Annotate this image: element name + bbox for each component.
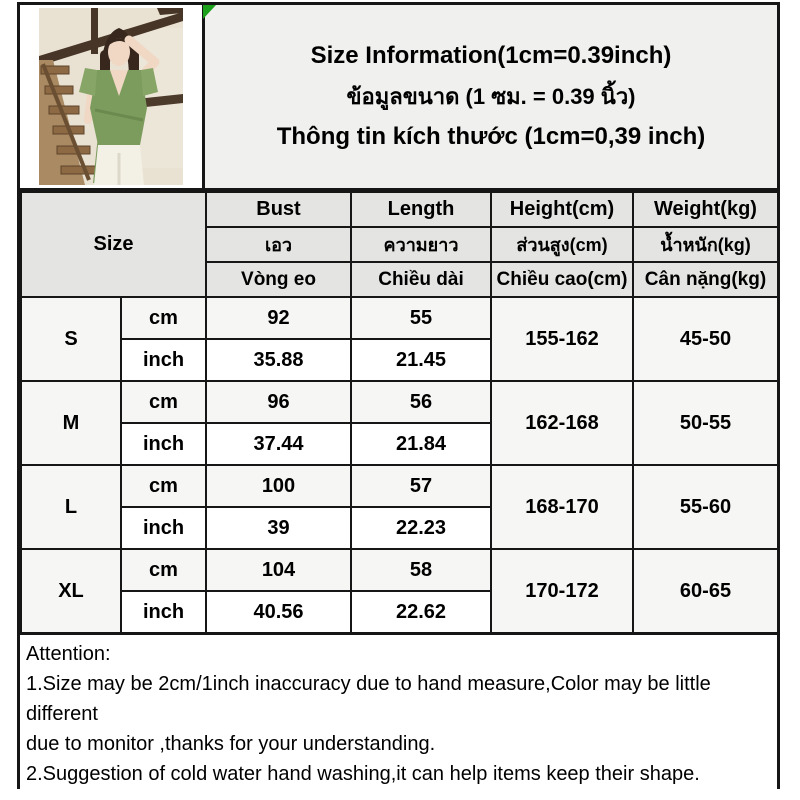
m-weight-range: 50-55 <box>632 380 779 466</box>
size-chart-frame: Size Information(1cm=0.39inch) ข้อมูลขนา… <box>17 2 780 793</box>
col-bust-th: เอว <box>205 226 352 263</box>
attention-line-3: 2.Suggestion of cold water hand washing,… <box>26 763 700 785</box>
product-photo-illustration <box>39 8 183 185</box>
col-bust-en: Bust <box>205 191 352 228</box>
row-m-inch: inch 37.44 21.84 <box>21 422 778 466</box>
l-bust-inch: 39 <box>205 506 352 550</box>
attention-line-1: 1.Size may be 2cm/1inch inaccuracy due t… <box>26 673 711 725</box>
unit-inch: inch <box>120 422 207 466</box>
unit-cm: cm <box>120 464 207 508</box>
attention-heading: Attention: <box>26 643 111 665</box>
xl-bust-cm: 104 <box>205 548 352 592</box>
s-length-inch: 21.45 <box>350 338 492 382</box>
col-weight-vi: Cân nặng(kg) <box>632 261 779 298</box>
col-length-en: Length <box>350 191 492 228</box>
unit-cm: cm <box>120 548 207 592</box>
col-height-en: Height(cm) <box>490 191 634 228</box>
title-thai: ข้อมูลขนาด (1 ซม. = 0.39 นิ้ว) <box>346 84 636 109</box>
product-photo <box>20 5 205 188</box>
col-height-th: ส่วนสูง(cm) <box>490 226 634 263</box>
col-length-th: ความยาว <box>350 226 492 263</box>
row-m-cm: M cm 96 56 162-168 50-55 <box>20 380 779 466</box>
title-english: Size Information(1cm=0.39inch) <box>310 42 672 69</box>
header-row-th: เอว ความยาว ส่วนสูง(cm) น้ำหนัก(kg) <box>21 226 779 263</box>
m-bust-cm: 96 <box>205 380 352 424</box>
col-height-vi: Chiều cao(cm) <box>490 261 634 298</box>
row-s-inch: inch 35.88 21.45 <box>21 338 778 382</box>
l-bust-cm: 100 <box>205 464 352 508</box>
size-label-l: L <box>20 464 122 550</box>
unit-inch: inch <box>120 506 207 550</box>
size-header: Size <box>20 191 207 298</box>
header-row-en: Size Bust Length Height(cm) Weight(kg) <box>20 191 779 298</box>
size-label-s: S <box>20 296 122 382</box>
xl-height-range: 170-172 <box>490 548 634 634</box>
size-label-m: M <box>20 380 122 466</box>
row-l-inch: inch 39 22.23 <box>21 506 778 550</box>
col-bust-vi: Vòng eo <box>205 261 352 298</box>
xl-bust-inch: 40.56 <box>205 590 352 634</box>
title-vietnamese: Thông tin kích thước (1cm=0,39 inch) <box>276 123 706 150</box>
size-table: Size Bust Length Height(cm) Weight(kg) เ… <box>20 191 779 634</box>
s-length-cm: 55 <box>350 296 492 340</box>
row-l-cm: L cm 100 57 168-170 55-60 <box>20 464 779 550</box>
m-length-inch: 21.84 <box>350 422 492 466</box>
xl-length-inch: 22.62 <box>350 590 492 634</box>
unit-cm: cm <box>120 380 207 424</box>
l-length-inch: 22.23 <box>350 506 492 550</box>
unit-cm: cm <box>120 296 207 340</box>
row-xl-cm: XL cm 104 58 170-172 60-65 <box>20 548 779 634</box>
attention-note: Attention: 1.Size may be 2cm/1inch inacc… <box>20 634 777 793</box>
m-height-range: 162-168 <box>490 380 634 466</box>
col-weight-th: น้ำหนัก(kg) <box>632 226 779 263</box>
attention-line-2: due to monitor ,thanks for your understa… <box>26 733 436 755</box>
s-height-range: 155-162 <box>490 296 634 382</box>
header-row-vi: Vòng eo Chiều dài Chiều cao(cm) Cân nặng… <box>21 261 779 298</box>
size-info-title-block: Size Information(1cm=0.39inch) ข้อมูลขนา… <box>203 5 777 188</box>
s-bust-cm: 92 <box>205 296 352 340</box>
col-length-vi: Chiều dài <box>350 261 492 298</box>
size-label-xl: XL <box>20 548 122 634</box>
l-length-cm: 57 <box>350 464 492 508</box>
xl-length-cm: 58 <box>350 548 492 592</box>
s-bust-inch: 35.88 <box>205 338 352 382</box>
unit-inch: inch <box>120 590 207 634</box>
unit-inch: inch <box>120 338 207 382</box>
m-bust-inch: 37.44 <box>205 422 352 466</box>
s-weight-range: 45-50 <box>632 296 779 382</box>
col-weight-en: Weight(kg) <box>632 191 779 228</box>
m-length-cm: 56 <box>350 380 492 424</box>
top-section: Size Information(1cm=0.39inch) ข้อมูลขนา… <box>20 5 777 191</box>
l-height-range: 168-170 <box>490 464 634 550</box>
row-s-cm: S cm 92 55 155-162 45-50 <box>20 296 779 382</box>
xl-weight-range: 60-65 <box>632 548 779 634</box>
row-xl-inch: inch 40.56 22.62 <box>21 590 778 634</box>
green-corner-marker-icon <box>203 5 216 19</box>
l-weight-range: 55-60 <box>632 464 779 550</box>
